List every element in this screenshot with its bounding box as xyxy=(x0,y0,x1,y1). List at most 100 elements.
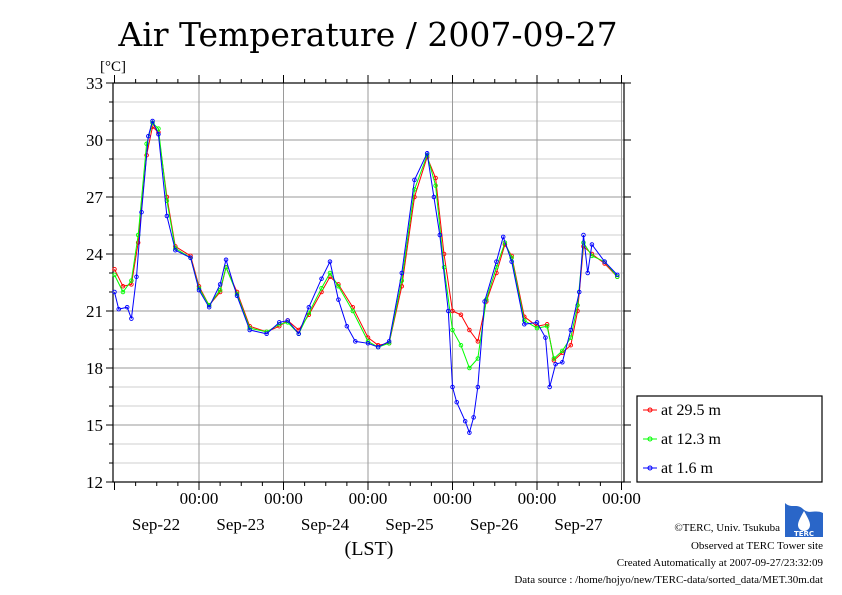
legend-label: at 1.6 m xyxy=(661,460,714,477)
legend-marker xyxy=(647,407,653,413)
x-tick-date-label: Sep-24 xyxy=(301,515,350,534)
data-point xyxy=(164,213,170,219)
legend-marker xyxy=(647,436,653,442)
data-point xyxy=(475,339,481,344)
data-point xyxy=(560,348,565,354)
chart-title: Air Temperature / 2007-09-27 xyxy=(117,15,617,54)
legend-marker xyxy=(647,465,653,471)
data-point xyxy=(602,259,607,264)
data-point xyxy=(482,299,487,304)
x-tick-time-label: 00:00 xyxy=(602,489,641,508)
data-point xyxy=(336,297,341,302)
data-point xyxy=(217,287,223,293)
data-point xyxy=(471,415,476,420)
data-point xyxy=(462,418,468,424)
copyright-text: ©TERC, Univ. Tsukuba xyxy=(674,522,780,534)
y-tick-label: 12 xyxy=(86,473,103,492)
data-point xyxy=(144,141,149,147)
data-point xyxy=(615,274,620,280)
y-unit-label: [°C] xyxy=(100,59,126,75)
data-point xyxy=(534,325,540,331)
x-axis-label: (LST) xyxy=(345,538,394,560)
y-tick-label: 18 xyxy=(86,359,103,378)
data-point xyxy=(129,316,134,321)
data-point xyxy=(399,270,405,276)
y-tick-label: 27 xyxy=(86,188,104,207)
data-point xyxy=(522,322,527,327)
data-point xyxy=(568,327,574,333)
data-point xyxy=(560,360,565,365)
x-tick-date-label: Sep-26 xyxy=(470,515,518,534)
x-tick-date-label: Sep-25 xyxy=(385,515,433,534)
data-point xyxy=(575,303,580,308)
data-point xyxy=(534,320,540,325)
data-point xyxy=(285,318,290,323)
data-point xyxy=(458,342,464,348)
data-point xyxy=(553,361,558,367)
created-text: Created Automatically at 2007-09-27/23:3… xyxy=(617,557,824,569)
data-point xyxy=(353,339,358,344)
data-point xyxy=(551,356,557,361)
x-tick-date-label: Sep-27 xyxy=(554,515,603,534)
axes: 121518212427303300:00Sep-2200:00Sep-2300… xyxy=(86,74,641,534)
data-point xyxy=(112,272,117,278)
data-point xyxy=(112,266,117,272)
data-point xyxy=(196,287,202,293)
data-point xyxy=(433,183,438,188)
data-point xyxy=(543,335,548,340)
data-point xyxy=(544,323,550,329)
data-point xyxy=(454,399,459,405)
data-point xyxy=(509,259,514,264)
data-point xyxy=(350,308,356,314)
y-tick-label: 33 xyxy=(86,74,103,93)
data-point xyxy=(431,194,437,200)
logo-drop-icon xyxy=(798,511,810,531)
data-point xyxy=(206,304,212,310)
legend-box xyxy=(636,395,823,483)
data-point xyxy=(450,308,455,314)
data-point xyxy=(116,306,121,312)
data-point xyxy=(120,289,126,295)
data-point xyxy=(217,282,223,287)
x-tick-date-label: Sep-23 xyxy=(216,515,264,534)
data-point xyxy=(568,342,574,348)
grid xyxy=(113,83,624,482)
data-point xyxy=(223,257,229,262)
data-point xyxy=(467,365,472,371)
data-point xyxy=(412,177,417,183)
y-tick-label: 21 xyxy=(86,302,103,321)
data-point xyxy=(467,430,472,435)
data-point xyxy=(589,242,595,247)
data-point xyxy=(112,289,117,295)
data-point xyxy=(458,312,464,318)
data-point xyxy=(264,331,269,337)
series-line xyxy=(114,125,618,362)
data-point xyxy=(327,259,333,264)
terc-logo: TERC xyxy=(785,503,823,538)
data-point xyxy=(139,209,144,215)
data-point xyxy=(336,284,341,289)
series-line xyxy=(114,121,618,369)
data-point xyxy=(386,339,392,344)
legend: at 29.5 m at 12.3 m at 1.6 m xyxy=(636,395,823,483)
data-point xyxy=(306,304,312,310)
data-point xyxy=(124,304,130,310)
observed-text: Observed at TERC Tower site xyxy=(691,540,823,552)
data-point xyxy=(173,247,178,253)
data-point xyxy=(247,327,252,333)
y-tick-label: 15 xyxy=(86,416,103,435)
legend-label: at 12.3 m xyxy=(661,431,722,448)
data-point xyxy=(500,234,506,240)
data-point xyxy=(365,341,371,346)
data-point xyxy=(424,151,430,156)
data-point xyxy=(319,276,324,281)
data-point xyxy=(146,133,151,139)
data-point xyxy=(120,284,126,289)
data-point xyxy=(585,270,590,276)
data-point xyxy=(467,327,472,333)
y-tick-label: 30 xyxy=(86,131,103,150)
data-point xyxy=(134,274,139,280)
data-point xyxy=(575,308,580,314)
logo-text: TERC xyxy=(794,530,814,538)
